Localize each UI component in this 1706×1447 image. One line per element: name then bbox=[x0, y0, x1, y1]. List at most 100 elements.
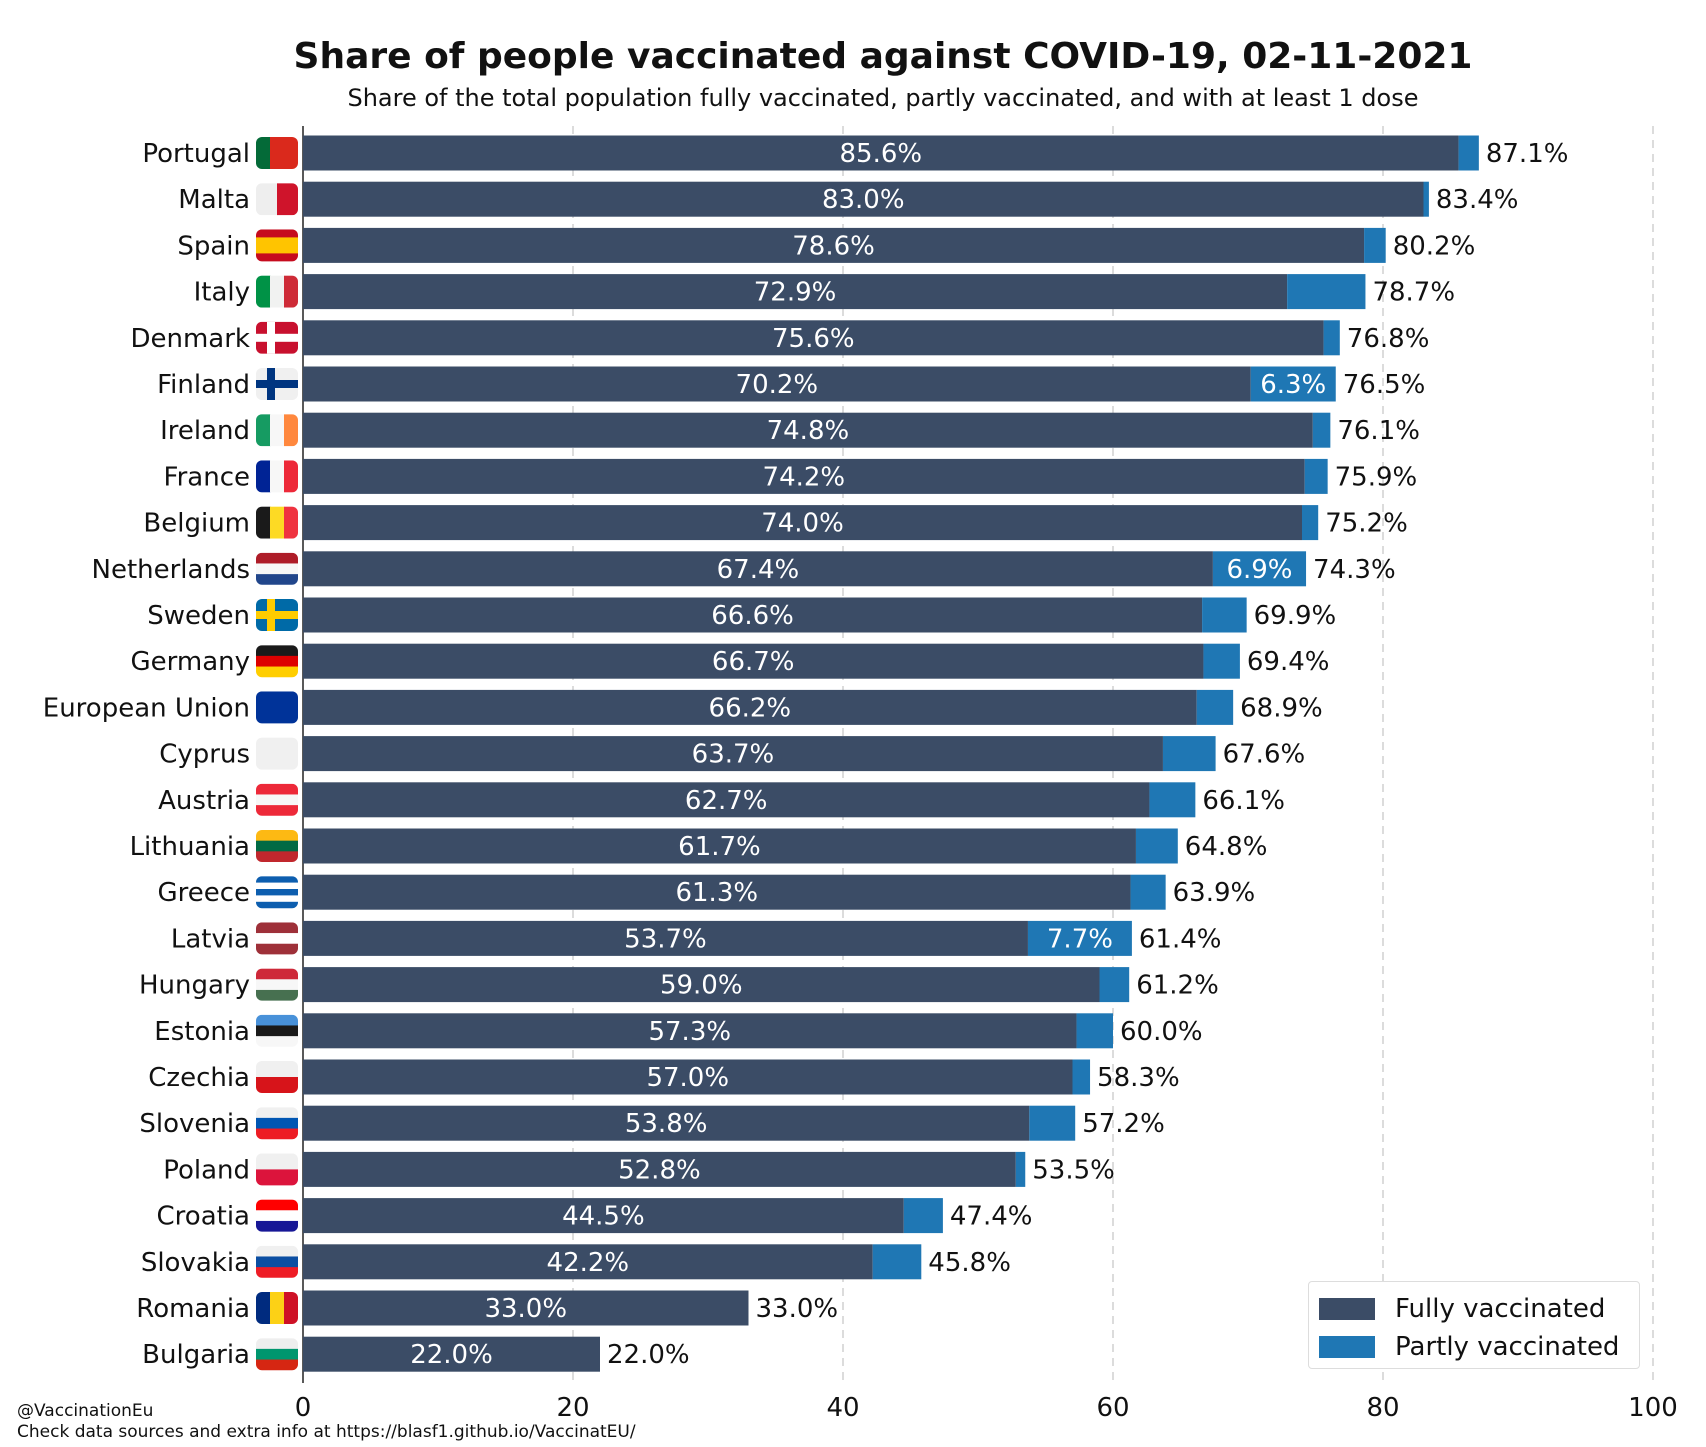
category-label: Lithuania bbox=[130, 832, 250, 862]
bar-label-total: 69.9% bbox=[1254, 601, 1337, 631]
category-label: Czechia bbox=[148, 1063, 250, 1093]
flag-icon bbox=[256, 1245, 298, 1278]
footer-handle: @VaccinationEu bbox=[17, 1401, 154, 1421]
bar-fully-vaccinated bbox=[303, 782, 1150, 818]
bar-label-full: 78.6% bbox=[792, 231, 875, 261]
bar-label-full: 57.3% bbox=[648, 1017, 731, 1047]
bar-fully-vaccinated bbox=[303, 458, 1305, 494]
bar-label-full: 66.6% bbox=[711, 601, 794, 631]
bar-partly-vaccinated bbox=[1027, 920, 1132, 956]
flag-icon bbox=[256, 460, 298, 493]
bar-partly-vaccinated bbox=[1072, 1059, 1091, 1095]
bar-partly-vaccinated bbox=[1099, 967, 1130, 1003]
bar-label-total: 74.3% bbox=[1313, 555, 1396, 585]
bar-partly-vaccinated bbox=[1250, 366, 1336, 402]
bar-partly-vaccinated bbox=[903, 1198, 943, 1234]
x-tick-label: 100 bbox=[1628, 1393, 1678, 1423]
bar-partly-vaccinated bbox=[1202, 597, 1247, 633]
bar-fully-vaccinated bbox=[303, 366, 1251, 402]
category-label: Bulgaria bbox=[142, 1340, 250, 1370]
bar-fully-vaccinated bbox=[303, 597, 1203, 633]
bar-partly-vaccinated bbox=[1076, 1013, 1113, 1049]
flag-icon bbox=[256, 783, 298, 816]
bar-label-total: 47.4% bbox=[950, 1202, 1033, 1232]
bar-label-full: 70.2% bbox=[736, 370, 819, 400]
bar-label-full: 67.4% bbox=[717, 555, 800, 585]
bar-fully-vaccinated bbox=[303, 1290, 749, 1326]
bar-label-total: 76.5% bbox=[1343, 370, 1426, 400]
bar-label-partly: 7.7% bbox=[1047, 924, 1113, 954]
flag-icon bbox=[256, 1338, 298, 1371]
bar-label-full: 44.5% bbox=[562, 1202, 645, 1232]
category-label: Latvia bbox=[171, 924, 250, 954]
x-tick-label: 40 bbox=[826, 1393, 859, 1423]
bar-fully-vaccinated bbox=[303, 736, 1163, 772]
legend-label-partly: Partly vaccinated bbox=[1395, 1332, 1620, 1362]
bar-fully-vaccinated bbox=[303, 320, 1324, 356]
bar-label-full: 59.0% bbox=[660, 971, 743, 1001]
category-label: Italy bbox=[194, 278, 250, 308]
bar-fully-vaccinated bbox=[303, 874, 1131, 910]
bar-label-full: 63.7% bbox=[692, 740, 775, 770]
bar-label-total: 61.4% bbox=[1139, 924, 1222, 954]
category-label: Spain bbox=[177, 231, 250, 261]
bar-fully-vaccinated bbox=[303, 1244, 873, 1280]
bar-label-full: 72.9% bbox=[754, 278, 837, 308]
bar-partly-vaccinated bbox=[1015, 1151, 1026, 1187]
bar-fully-vaccinated bbox=[303, 689, 1197, 725]
bar-label-total: 33.0% bbox=[756, 1294, 839, 1324]
flag-icon bbox=[256, 1014, 298, 1047]
x-tick-label: 60 bbox=[1096, 1393, 1129, 1423]
bar-fully-vaccinated bbox=[303, 274, 1288, 310]
bar-label-total: 69.4% bbox=[1247, 647, 1330, 677]
x-tick-label: 0 bbox=[295, 1393, 312, 1423]
bar-partly-vaccinated bbox=[1364, 227, 1386, 263]
flag-icon bbox=[256, 321, 298, 354]
category-label: Slovakia bbox=[141, 1248, 250, 1278]
bar-label-full: 66.2% bbox=[709, 693, 792, 723]
legend-swatch-full bbox=[1319, 1298, 1375, 1320]
bar-label-total: 76.1% bbox=[1337, 416, 1420, 446]
bar-partly-vaccinated bbox=[1196, 689, 1234, 725]
flag-icon bbox=[256, 1107, 298, 1140]
flag-icon bbox=[256, 1061, 298, 1093]
bar-label-total: 76.8% bbox=[1347, 324, 1430, 354]
x-tick-label: 80 bbox=[1366, 1393, 1399, 1423]
flag-icon bbox=[256, 414, 298, 447]
bar-fully-vaccinated bbox=[303, 551, 1213, 587]
bar-label-full: 53.7% bbox=[624, 924, 707, 954]
bar-label-partly: 6.3% bbox=[1260, 370, 1326, 400]
bar-fully-vaccinated bbox=[303, 1198, 904, 1234]
bar-partly-vaccinated bbox=[1287, 274, 1366, 310]
bar-label-full: 62.7% bbox=[685, 786, 768, 816]
bar-label-full: 52.8% bbox=[618, 1155, 701, 1185]
bar-partly-vaccinated bbox=[1423, 181, 1429, 217]
bar-label-partly: 6.9% bbox=[1226, 555, 1292, 585]
bar-label-full: 42.2% bbox=[547, 1248, 630, 1278]
chart-title: Share of people vaccinated against COVID… bbox=[293, 36, 1473, 77]
bar-label-total: 57.2% bbox=[1082, 1109, 1165, 1139]
category-label: Poland bbox=[163, 1155, 250, 1185]
bar-partly-vaccinated bbox=[1130, 874, 1166, 910]
flag-icon bbox=[256, 922, 298, 955]
category-label: Germany bbox=[130, 647, 250, 677]
category-label: Estonia bbox=[154, 1017, 250, 1047]
legend-label-full: Fully vaccinated bbox=[1395, 1294, 1606, 1324]
bar-label-total: 61.2% bbox=[1136, 971, 1219, 1001]
bar-label-full: 83.0% bbox=[822, 185, 905, 215]
flag-icon bbox=[256, 737, 298, 770]
bar-label-total: 78.7% bbox=[1372, 278, 1455, 308]
bar-fully-vaccinated bbox=[303, 412, 1313, 448]
bar-label-full: 33.0% bbox=[484, 1294, 567, 1324]
legend-item-full: Fully vaccinated bbox=[1319, 1294, 1605, 1324]
category-label: Ireland bbox=[160, 416, 250, 446]
bar-fully-vaccinated bbox=[303, 967, 1100, 1003]
bar-label-full: 75.6% bbox=[772, 324, 855, 354]
bar-partly-vaccinated bbox=[1458, 135, 1479, 171]
bar-label-full: 61.7% bbox=[678, 832, 761, 862]
bar-label-total: 53.5% bbox=[1032, 1155, 1115, 1185]
flag-icon bbox=[256, 1199, 298, 1232]
bar-label-full: 74.8% bbox=[767, 416, 850, 446]
flag-icon bbox=[256, 645, 298, 678]
